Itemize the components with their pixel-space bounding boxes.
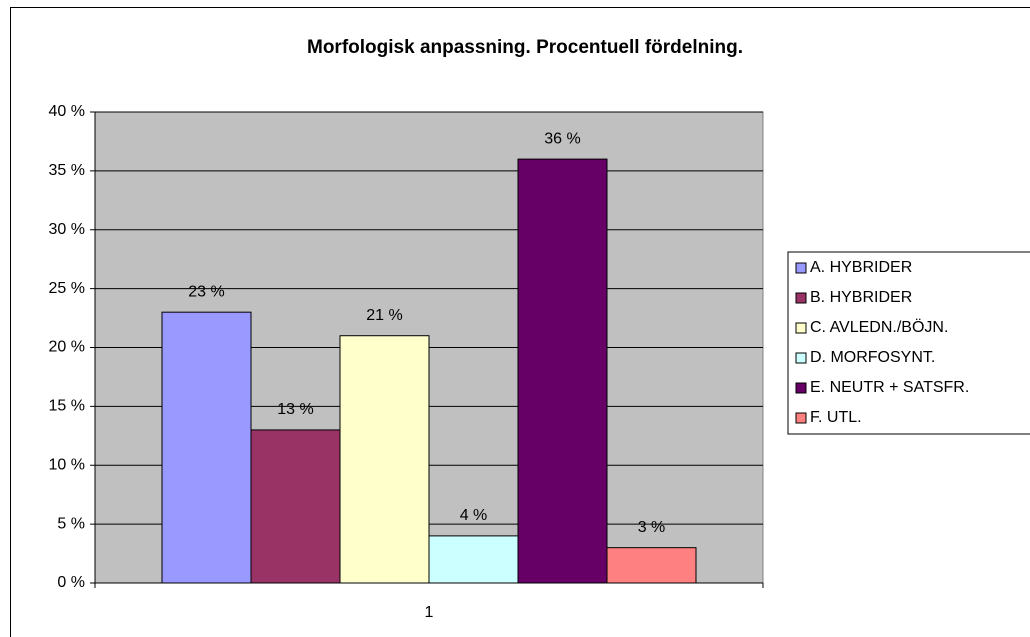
legend-swatch [795, 262, 807, 274]
data-label: 3 % [638, 519, 666, 536]
data-label: 13 % [277, 401, 313, 418]
legend-label: F. UTL. [810, 409, 862, 426]
y-tick-label: 40 % [49, 103, 85, 120]
y-tick-label: 15 % [49, 398, 85, 415]
data-label: 36 % [544, 130, 580, 147]
data-label: 4 % [460, 507, 488, 524]
bar [606, 547, 697, 584]
bar [339, 335, 430, 584]
y-tick-label: 10 % [49, 456, 85, 473]
legend-label: D. MORFOSYNT. [810, 349, 935, 366]
legend-label: C. AVLEDN./BÖJN. [810, 318, 948, 336]
chart-title: Morfologisk anpassning. Procentuell förd… [307, 37, 743, 58]
y-tick-label: 0 % [57, 574, 85, 591]
y-tick-label: 20 % [49, 339, 85, 356]
legend-swatch [795, 352, 807, 364]
legend-label: E. NEUTR + SATSFR. [810, 379, 969, 396]
legend-label: A. HYBRIDER [810, 259, 912, 276]
bar [517, 158, 608, 584]
data-label: 23 % [188, 283, 224, 300]
legend-swatch [795, 382, 807, 394]
y-tick-label: 30 % [49, 221, 85, 238]
y-tick-label: 5 % [57, 515, 85, 532]
y-tick-label: 25 % [49, 280, 85, 297]
y-tick-label: 35 % [49, 162, 85, 179]
legend-swatch [795, 322, 807, 334]
legend-swatch [795, 412, 807, 424]
x-tick-label: 1 [425, 604, 434, 621]
legend-swatch [795, 292, 807, 304]
data-label: 21 % [366, 307, 402, 324]
bar [428, 535, 519, 584]
bar [250, 429, 341, 584]
bar [161, 311, 252, 584]
legend-box [787, 251, 1030, 435]
legend-label: B. HYBRIDER [810, 289, 912, 306]
